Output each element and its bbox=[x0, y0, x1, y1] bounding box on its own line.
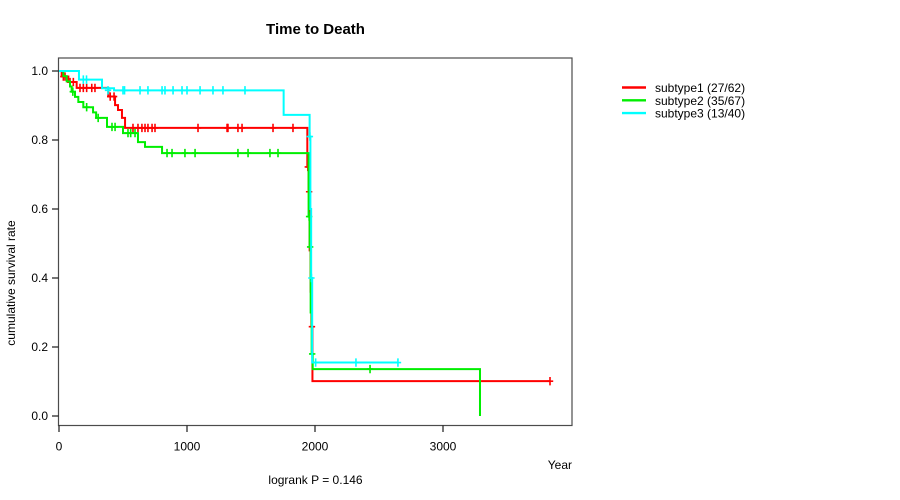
legend-label-2: subtype2 (35/67) bbox=[655, 94, 745, 108]
censor-mark bbox=[196, 86, 204, 95]
censor-mark bbox=[219, 86, 227, 95]
censor-marks-3 bbox=[80, 75, 402, 367]
y-tick-label: 0.0 bbox=[31, 409, 48, 423]
km-curve-2 bbox=[59, 70, 481, 416]
censor-mark bbox=[161, 86, 169, 95]
chart-title: Time to Death bbox=[266, 21, 365, 38]
plot-frame bbox=[57, 57, 573, 427]
censor-mark bbox=[94, 113, 102, 123]
censor-mark bbox=[306, 132, 314, 141]
x-tick-label: 2000 bbox=[302, 440, 329, 454]
censor-mark bbox=[83, 75, 90, 84]
censor-mark bbox=[366, 364, 374, 374]
censor-mark bbox=[269, 123, 277, 133]
censor-mark bbox=[131, 128, 139, 138]
legend-label-1: subtype1 (27/62) bbox=[655, 81, 745, 95]
censor-mark bbox=[181, 148, 189, 158]
censor-mark bbox=[111, 122, 119, 132]
censor-mark bbox=[394, 358, 402, 367]
censor-mark bbox=[266, 148, 274, 158]
censor-mark bbox=[244, 148, 252, 158]
censor-mark bbox=[238, 123, 246, 133]
censor-mark bbox=[224, 123, 232, 133]
censor-mark bbox=[168, 148, 176, 158]
censor-mark bbox=[289, 123, 297, 133]
censor-marks-1 bbox=[60, 72, 554, 386]
censor-mark bbox=[91, 83, 99, 93]
y-tick-label: 1.0 bbox=[31, 64, 48, 78]
y-tick-label: 0.2 bbox=[31, 340, 48, 354]
y-tick-label: 0.4 bbox=[31, 271, 48, 285]
censor-mark bbox=[306, 242, 314, 252]
censor-marks-2 bbox=[69, 87, 374, 374]
censor-mark bbox=[69, 87, 77, 96]
censor-mark bbox=[274, 148, 282, 158]
y-axis-label: cumulative survival rate bbox=[4, 220, 18, 346]
x-axis-label: Year bbox=[547, 458, 572, 472]
censor-mark bbox=[194, 123, 202, 133]
censor-mark bbox=[83, 103, 90, 112]
censor-mark bbox=[136, 86, 144, 95]
censor-mark bbox=[352, 358, 360, 367]
y-tick-label: 0.8 bbox=[31, 133, 48, 147]
censor-mark bbox=[546, 376, 554, 386]
x-tick-label: 1000 bbox=[174, 440, 201, 454]
x-tick-label: 3000 bbox=[430, 440, 457, 454]
logrank-pvalue: logrank P = 0.146 bbox=[268, 473, 363, 487]
censor-mark bbox=[144, 86, 152, 95]
censor-mark bbox=[312, 358, 319, 367]
legend-label-3: subtype3 (13/40) bbox=[655, 107, 745, 121]
censor-mark bbox=[234, 148, 242, 158]
censor-mark bbox=[241, 86, 249, 95]
censor-mark bbox=[308, 273, 315, 283]
km-curve-3 bbox=[59, 70, 398, 364]
censor-mark bbox=[169, 86, 177, 95]
y-tick-label: 0.6 bbox=[31, 202, 48, 216]
censor-mark bbox=[110, 92, 118, 101]
censor-mark bbox=[209, 86, 217, 95]
censor-mark bbox=[121, 86, 128, 95]
censor-mark bbox=[191, 148, 199, 158]
censor-mark bbox=[70, 77, 77, 87]
censor-mark bbox=[183, 86, 191, 95]
censor-mark bbox=[151, 123, 159, 133]
km-curve-1 bbox=[59, 70, 551, 383]
censor-mark bbox=[104, 86, 112, 95]
x-tick-label: 0 bbox=[56, 440, 63, 454]
